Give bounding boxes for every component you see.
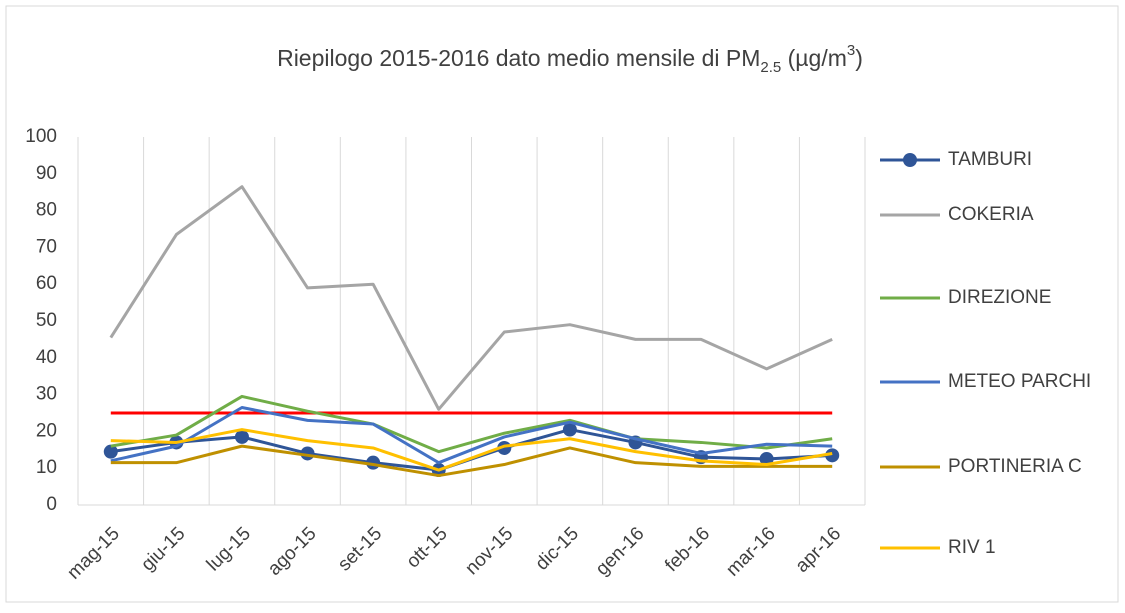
series-line [110, 405, 833, 465]
legend-label: COKERIA [948, 204, 1034, 225]
y-tick-label: 100 [25, 126, 57, 147]
series-line [109, 185, 833, 411]
y-tick-label: 10 [36, 457, 57, 478]
y-tick-label: 90 [36, 163, 57, 184]
chart-frame [5, 5, 1119, 603]
y-tick-label: 20 [36, 420, 57, 441]
title-part: Riepilogo 2015-2016 dato medio mensile d… [277, 45, 760, 71]
marker [825, 448, 840, 463]
marker [562, 422, 577, 437]
title-part: 2.5 [760, 59, 781, 76]
legend-label: RIV 1 [948, 537, 996, 558]
legend-label: METEO PARCHI [948, 371, 1091, 392]
marker [234, 429, 249, 444]
y-tick-label: 80 [36, 200, 57, 221]
legend-label: DIREZIONE [948, 287, 1051, 308]
y-tick-label: 70 [36, 236, 57, 257]
y-tick-label: 0 [46, 494, 57, 515]
y-tick-label: 50 [36, 310, 57, 331]
title-part: ) [855, 45, 863, 71]
title-part: (µg/m [781, 45, 847, 71]
y-tick-label: 30 [36, 384, 57, 405]
y-tick-label: 60 [36, 273, 57, 294]
y-tick-label: 40 [36, 347, 57, 368]
chart-title: Riepilogo 2015-2016 dato medio mensile d… [277, 42, 863, 76]
series-line [110, 444, 833, 478]
legend-label: TAMBURI [948, 149, 1032, 170]
title-part: 3 [847, 42, 855, 59]
series-line [110, 394, 833, 454]
legend-marker [903, 153, 917, 167]
legend-label: PORTINERIA C [948, 456, 1082, 477]
series-line [110, 428, 833, 472]
marker [103, 444, 118, 459]
